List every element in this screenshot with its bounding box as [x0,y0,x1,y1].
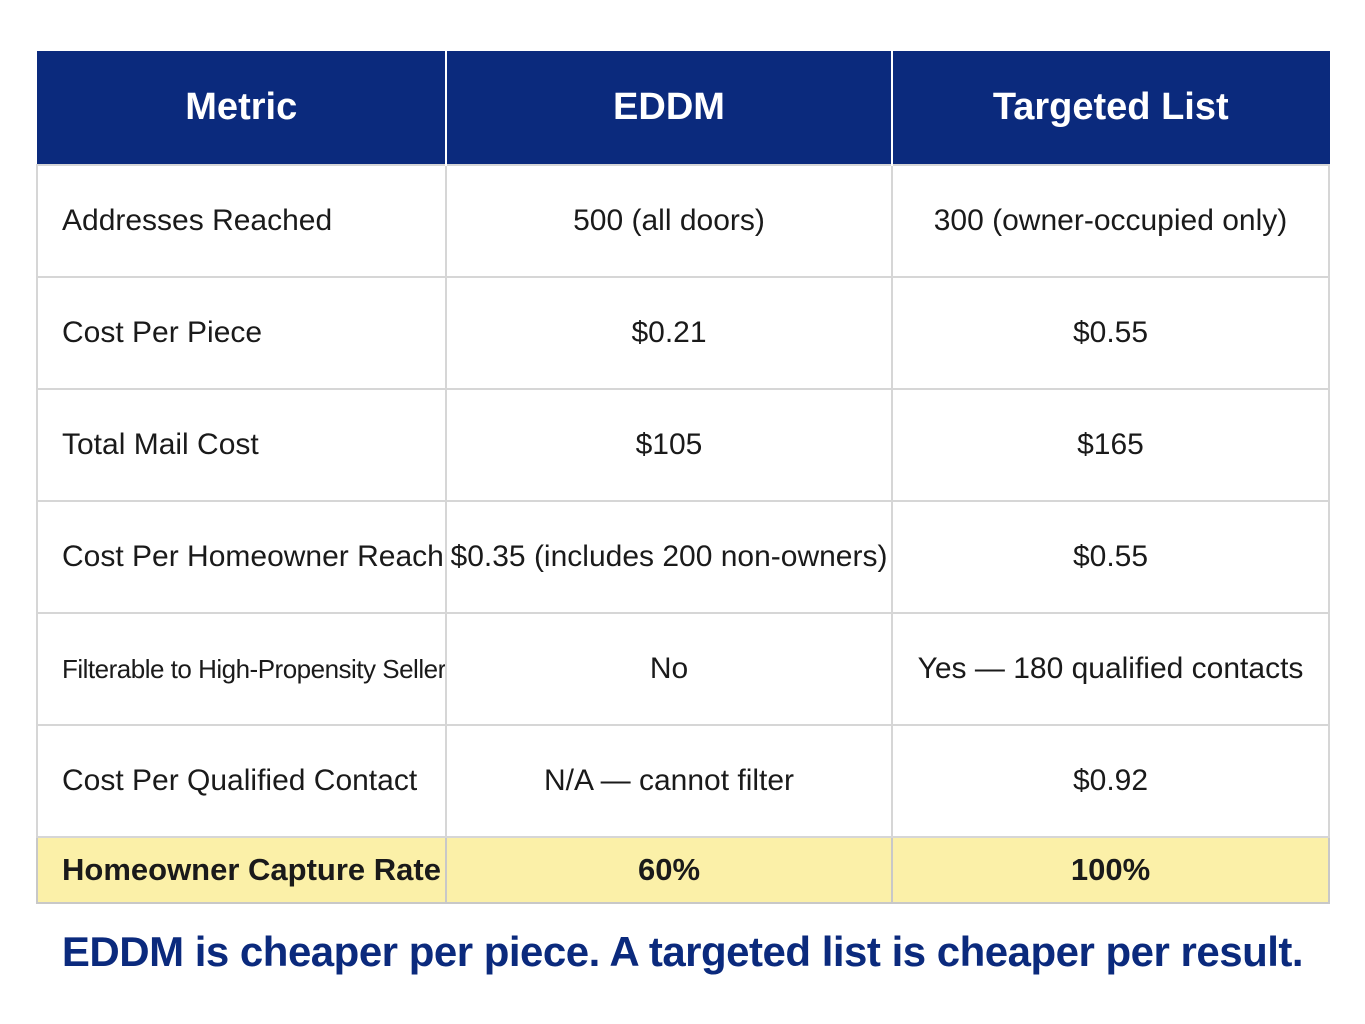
highlight-metric-cell: Homeowner Capture Rate [36,836,447,904]
eddm-cell: $105 [445,388,893,502]
metric-cell: Addresses Reached [36,164,447,278]
eddm-cell: N/A — cannot filter [445,724,893,838]
table-row: Filterable to High-Propensity Sellers? N… [36,612,1330,726]
table-row: Total Mail Cost $105 $165 [36,388,1330,502]
targeted-list-cell: 300 (owner-occupied only) [891,164,1330,278]
eddm-cell: $0.21 [445,276,893,390]
table-row: Cost Per Qualified Contact N/A — cannot … [36,724,1330,838]
header-targeted-list: Targeted List [891,51,1330,165]
metric-cell: Cost Per Homeowner Reached [36,500,447,614]
targeted-list-cell: $165 [891,388,1330,502]
comparison-table: Metric EDDM Targeted List Addresses Reac… [36,51,1330,904]
targeted-list-cell: $0.55 [891,500,1330,614]
summary-caption: EDDM is cheaper per piece. A targeted li… [61,928,1304,975]
table-row: Cost Per Piece $0.21 $0.55 [36,276,1330,390]
table-row: Cost Per Homeowner Reached $0.35 (includ… [36,500,1330,614]
targeted-list-cell: $0.92 [891,724,1330,838]
highlight-eddm-cell: 60% [445,836,893,904]
comparison-table-container: Metric EDDM Targeted List Addresses Reac… [36,51,1330,904]
metric-cell: Filterable to High-Propensity Sellers? [36,612,447,726]
metric-cell: Cost Per Piece [36,276,447,390]
eddm-cell: 500 (all doors) [445,164,893,278]
header-metric: Metric [36,51,447,165]
header-eddm: EDDM [445,51,893,165]
highlight-targeted-list-cell: 100% [891,836,1330,904]
eddm-cell: $0.35 (includes 200 non-owners) [445,500,893,614]
table-header-row: Metric EDDM Targeted List [36,51,1330,165]
highlight-row: Homeowner Capture Rate 60% 100% [36,836,1330,904]
eddm-cell: No [445,612,893,726]
metric-cell: Cost Per Qualified Contact [36,724,447,838]
metric-cell: Total Mail Cost [36,388,447,502]
targeted-list-cell: $0.55 [891,276,1330,390]
targeted-list-cell: Yes — 180 qualified contacts [891,612,1330,726]
table-row: Addresses Reached 500 (all doors) 300 (o… [36,164,1330,278]
